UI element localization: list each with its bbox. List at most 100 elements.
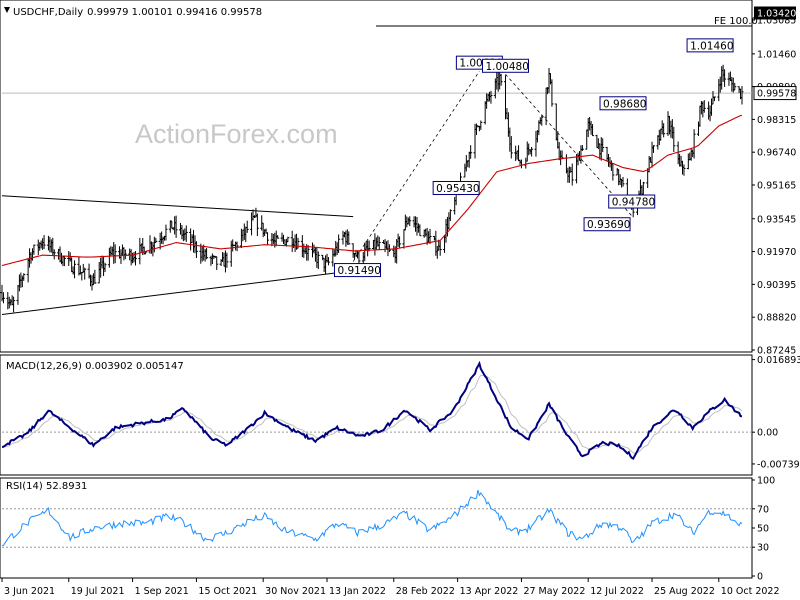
ohlc-bar — [499, 73, 503, 86]
ohlc-bar — [479, 120, 483, 130]
ohlc-bar — [62, 255, 66, 267]
ohlc-bar — [740, 85, 744, 105]
ohlc-bar — [367, 240, 371, 252]
macd-panel — [0, 354, 753, 476]
projection-line-1 — [352, 70, 480, 262]
macd-title: MACD(12,26,9) 0.003902 0.005147 — [6, 361, 184, 372]
moving-average-line — [1, 114, 742, 267]
ohlc-bar — [509, 136, 513, 159]
price-label-box — [583, 217, 631, 232]
ohlc-bar — [52, 249, 56, 260]
ohlc-bar — [32, 244, 36, 255]
fe-price-label: 1.03420 — [757, 9, 796, 20]
ohlc-bar — [215, 256, 219, 270]
trendline-2 — [1, 270, 354, 315]
main-plot-layer: 1.014601.006301.004800.986800.954300.947… — [0, 25, 752, 315]
ohlc-bar — [316, 251, 320, 270]
rsi-tick-label: 30 — [757, 543, 769, 554]
current-price-label: 0.99578 — [757, 89, 796, 100]
macd-line — [1, 360, 743, 460]
price-label-box — [599, 96, 647, 111]
price-label-text: 0.94780 — [612, 197, 655, 209]
ohlc-bar — [377, 236, 381, 250]
ohlc-bar — [601, 138, 605, 153]
ohlc-bar — [93, 269, 97, 284]
fe-price-marker: 1.03420 — [754, 6, 796, 20]
ohlc-bar — [12, 296, 16, 313]
macd-tick-label: -0.007393 — [757, 459, 800, 470]
price-label-text: 0.93690 — [587, 219, 630, 231]
symbol-name: USDCHF — [13, 7, 55, 18]
macd-tick-label: 0.00 — [757, 428, 778, 439]
rsi-tick-label: 100 — [757, 476, 775, 487]
ohlc-bar — [1, 292, 5, 304]
price-label-box — [481, 58, 529, 73]
ohlc-bar — [651, 145, 655, 153]
ohlc-bar — [469, 145, 473, 159]
rsi-tick-label: 0 — [757, 572, 763, 583]
price-label-text: 0.95430 — [436, 183, 479, 195]
ohlc-bar — [276, 235, 280, 239]
price-tick-label: 0.98315 — [757, 115, 796, 126]
time-tick-label: 19 Jul 2021 — [71, 586, 125, 597]
price-label: 0.98680 — [599, 96, 647, 111]
ohlc-bar — [530, 146, 534, 157]
ohlc-bar — [621, 176, 625, 187]
ohlc-bar — [398, 236, 402, 248]
price-label-box — [432, 180, 480, 195]
ohlc-bars — [0, 64, 744, 313]
price-label-text: 0.98680 — [603, 98, 646, 110]
price-tick-label: 0.95165 — [757, 181, 796, 192]
price-axis: 1.030851.014600.998900.983150.967400.951… — [752, 6, 797, 357]
rsi-tick-label: 50 — [757, 524, 769, 535]
price-label: 0.94780 — [608, 194, 656, 209]
time-tick-label: 13 Jan 2022 — [329, 586, 386, 597]
price-tick-label: 0.87245 — [757, 346, 796, 357]
ohlc-bar — [83, 267, 87, 280]
price-label: 1.01460 — [686, 38, 734, 53]
price-tick-label: 0.93545 — [757, 214, 796, 225]
ohlc-bar — [418, 224, 422, 237]
ohlc-bar — [103, 262, 107, 273]
ohlc-bar — [733, 82, 737, 91]
rsi-title: RSI(14) 52.8931 — [6, 481, 87, 492]
time-tick-label: 15 Oct 2021 — [198, 586, 257, 597]
time-tick-label: 27 May 2022 — [523, 586, 585, 597]
price-label-text: 0.91490 — [337, 265, 380, 277]
ohlc-bar — [235, 241, 239, 252]
ohlc-bar — [682, 164, 686, 176]
time-axis: 3 Jun 2021 19 Jul 2021 1 Sep 2021 15 Oct 20… — [1, 578, 780, 597]
ohlc-bar — [286, 236, 290, 243]
fe-label: FE 100.0 — [714, 16, 758, 27]
ohlc-bar — [266, 232, 270, 246]
ohlc-bar — [408, 216, 412, 227]
ohlc-bar — [580, 145, 584, 151]
rsi-plot-layer — [1, 489, 752, 548]
symbol-arrow-icon — [4, 7, 10, 13]
time-tick-label: 1 Sep 2021 — [135, 586, 189, 597]
ohlc-bar — [357, 251, 361, 265]
ohlc-bar — [540, 115, 544, 126]
price-label: 1.00480 — [481, 58, 529, 73]
watermark: ActionForex.com — [135, 119, 338, 149]
ohlc-bar — [133, 251, 137, 266]
price-label-box — [686, 38, 734, 53]
ohlc-bar — [712, 96, 716, 102]
price-label-box — [608, 194, 656, 209]
price-label: 0.91490 — [333, 263, 381, 278]
ohlc-bar — [306, 245, 310, 261]
ohlc-bar — [448, 209, 452, 222]
ohlc-bar — [174, 215, 178, 238]
ohlc-bar — [672, 126, 676, 153]
price-tick-label: 1.01460 — [757, 49, 796, 60]
ohlc-bar — [245, 220, 249, 233]
ohlc-bar — [164, 224, 168, 241]
price-label: 0.93690 — [583, 217, 631, 232]
time-tick-label: 28 Feb 2022 — [396, 586, 455, 597]
price-label-text: 1.00480 — [485, 61, 528, 73]
ohlc-bar — [662, 123, 666, 138]
ohlc-bar — [723, 69, 727, 87]
price-tick-label: 0.96740 — [757, 148, 796, 159]
